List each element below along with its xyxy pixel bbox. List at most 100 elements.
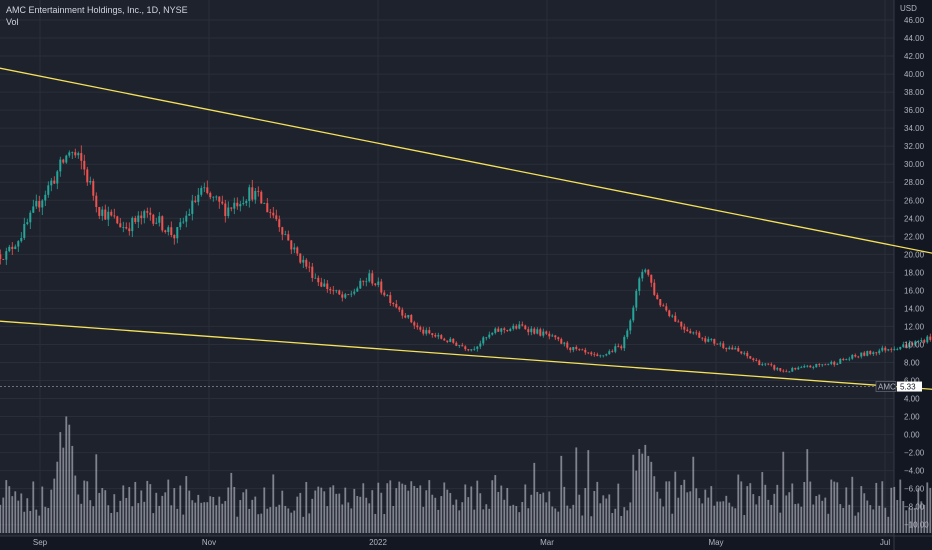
volume-bar <box>338 493 341 533</box>
candle-up <box>494 328 497 333</box>
candle-up <box>887 349 890 351</box>
volume-bar <box>119 500 122 533</box>
candle-down <box>422 329 425 334</box>
volume-bar <box>875 482 878 533</box>
volume-bar <box>788 492 791 533</box>
volume-bar <box>350 508 353 533</box>
candle-down <box>545 331 548 334</box>
candle-down <box>296 247 299 254</box>
volume-bar <box>410 481 413 533</box>
volume-bar <box>83 480 86 533</box>
volume-bar <box>14 491 17 533</box>
candle-up <box>476 346 479 349</box>
volume-bar <box>74 475 77 533</box>
candle-up <box>284 234 287 236</box>
candle-up <box>293 247 296 250</box>
candle-up <box>8 246 11 252</box>
candle-down <box>575 346 578 350</box>
candle-up <box>248 187 251 201</box>
volume-bar <box>731 506 734 533</box>
price-tick-label: 44.00 <box>904 34 925 43</box>
volume-bar <box>509 505 512 533</box>
volume-bar <box>884 507 887 533</box>
time-tick-label: Sep <box>33 538 48 547</box>
candle-down <box>716 343 719 345</box>
candle-up <box>71 152 74 154</box>
volume-bar <box>23 511 26 533</box>
candle-down <box>98 207 101 216</box>
candle-up <box>182 221 185 223</box>
candle-down <box>404 315 407 318</box>
candle-down <box>521 324 524 326</box>
candle-down <box>260 191 263 204</box>
candle-down <box>209 193 212 198</box>
candle-up <box>350 293 353 295</box>
volume-bar <box>320 487 323 533</box>
candle-up <box>599 355 602 357</box>
volume-bar <box>863 493 866 533</box>
price-tick-label: 22.00 <box>904 232 925 241</box>
volume-bar <box>596 481 599 533</box>
volume-bar <box>92 506 95 533</box>
volume-bar <box>65 416 68 533</box>
candle-up <box>872 352 875 354</box>
volume-bar <box>470 486 473 533</box>
candle-down <box>731 347 734 350</box>
candle-up <box>626 330 629 337</box>
candle-down <box>725 347 728 350</box>
volume-bar <box>113 494 116 533</box>
symbol-title[interactable]: AMC Entertainment Holdings, Inc., 1D, NY… <box>6 5 188 15</box>
volume-bar <box>404 484 407 533</box>
volume-bar <box>716 501 719 533</box>
candle-down <box>116 216 119 224</box>
volume-label[interactable]: Vol <box>6 17 19 27</box>
time-axis[interactable]: SepNov2022MarMayJulSepNov2023MarMay <box>33 538 932 547</box>
candle-down <box>677 321 680 323</box>
upper-trendline <box>0 67 932 254</box>
candle-down <box>452 338 455 343</box>
volume-bar <box>149 484 152 533</box>
volume-bar <box>794 504 797 533</box>
candle-down <box>164 230 167 233</box>
volume-bar <box>20 493 23 533</box>
candle-down <box>380 281 383 293</box>
volume-bar <box>449 492 452 533</box>
candle-up <box>44 194 47 201</box>
volume-bar <box>701 503 704 533</box>
volume-bar <box>56 461 59 533</box>
price-tag-symbol: AMC <box>878 383 896 392</box>
volume-bar <box>293 510 296 533</box>
candle-down <box>611 351 614 352</box>
volume-bar <box>440 496 443 533</box>
candle-down <box>308 266 311 268</box>
trendlines[interactable] <box>0 67 932 458</box>
candle-up <box>323 283 326 287</box>
price-tick-label: 14.00 <box>904 304 925 313</box>
price-axis[interactable]: USD −10.00 −8.00 −6.00 −4.00 −2.00 0.00 2.00 4.… <box>900 4 929 530</box>
volume-bar <box>167 479 170 533</box>
candle-up <box>821 364 824 366</box>
candle-up <box>359 280 362 289</box>
candle-up <box>158 216 161 223</box>
candle-up <box>233 202 236 209</box>
volume-bar <box>485 504 488 533</box>
volume-bar <box>896 499 899 533</box>
candle-up <box>41 200 44 208</box>
volume-bar <box>626 510 629 533</box>
candle-down <box>581 349 584 351</box>
candle-down <box>704 338 707 342</box>
candle-down <box>560 339 563 344</box>
candle-up <box>101 209 104 216</box>
candle-up <box>866 351 869 356</box>
volume-bar <box>707 497 710 533</box>
volume-bar <box>446 489 449 533</box>
candle-up <box>518 324 521 329</box>
volume-bar <box>824 497 827 533</box>
candle-up <box>407 315 410 318</box>
candle-down <box>299 253 302 263</box>
candle-up <box>107 211 110 220</box>
volume-bar <box>116 512 119 533</box>
candle-down <box>134 217 137 222</box>
volume-bar <box>230 472 233 533</box>
